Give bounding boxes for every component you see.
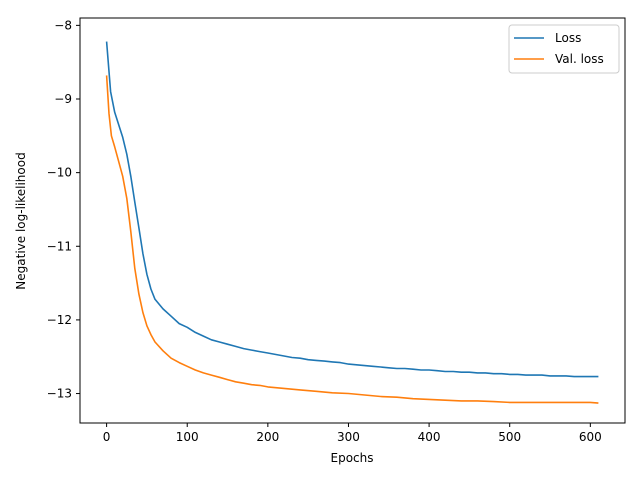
plot-area (80, 18, 625, 423)
legend-label-val-loss: Val. loss (555, 52, 604, 66)
x-tick-label: 100 (176, 430, 199, 444)
y-tick-label: −13 (47, 387, 72, 401)
x-tick-label: 0 (103, 430, 111, 444)
x-tick-label: 500 (498, 430, 521, 444)
series-line-val-loss (105, 75, 599, 404)
y-tick-label: −8 (54, 18, 72, 32)
x-tick-label: 600 (579, 430, 602, 444)
ticks-layer: 0 100 200 300 400 500 600 −8 −9 −10 −11 −12 −13 (47, 18, 602, 444)
x-tick-label: 200 (256, 430, 279, 444)
legend-box (508, 24, 620, 74)
series-layer (105, 41, 599, 404)
legend: Loss Val. loss (508, 24, 620, 74)
x-axis-label: Epochs (331, 451, 374, 465)
x-tick-label: 300 (337, 430, 360, 444)
y-tick-label: −10 (47, 166, 72, 180)
y-tick-label: −11 (47, 239, 72, 253)
y-tick-label: −12 (47, 313, 72, 327)
legend-label-loss: Loss (555, 31, 581, 45)
x-tick-label: 400 (418, 430, 441, 444)
series-line-loss (105, 41, 599, 378)
plot-frame (79, 17, 626, 424)
y-axis-label: Negative log-likelihood (14, 152, 28, 289)
y-tick-label: −9 (54, 92, 72, 106)
